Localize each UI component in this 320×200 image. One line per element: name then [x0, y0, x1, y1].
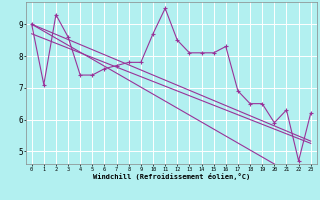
X-axis label: Windchill (Refroidissement éolien,°C): Windchill (Refroidissement éolien,°C) — [92, 173, 250, 180]
